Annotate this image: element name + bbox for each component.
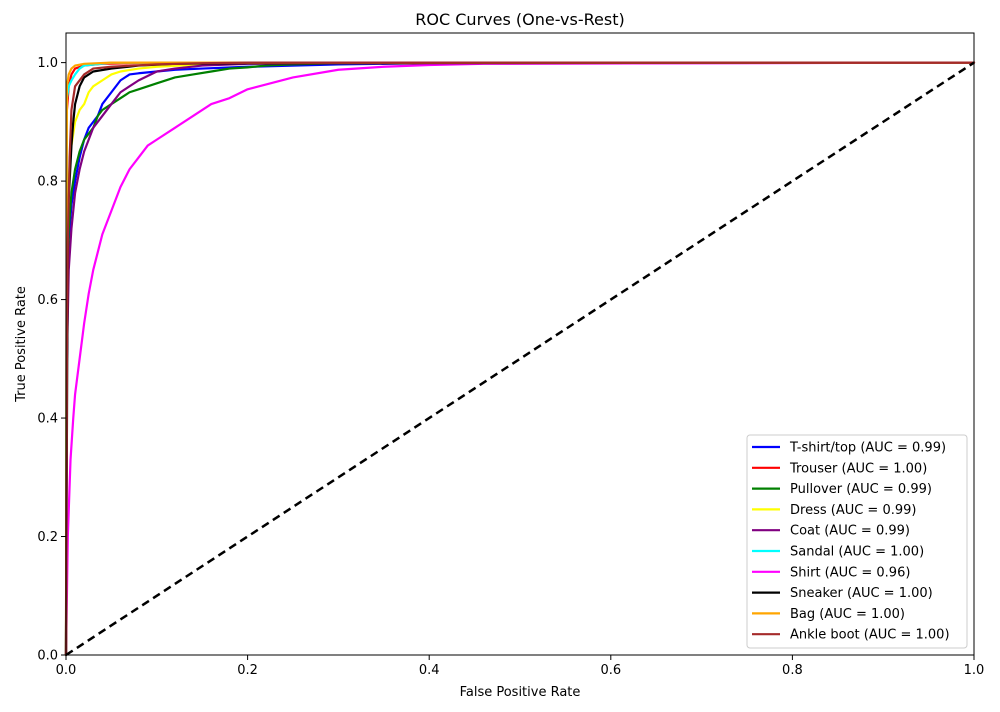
legend-box [746,434,968,649]
plot-frame [65,32,975,656]
legend-label-0: T-shirt/top (AUC = 0.99) [789,441,946,456]
legend-label-3: Dress (AUC = 0.99) [790,503,916,518]
legend-label-2: Pullover (AUC = 0.99) [790,482,932,497]
x-tick-label-3: 0.6 [600,663,621,678]
y-tick-label-3: 0.6 [37,293,58,308]
legend-label-7: Sneaker (AUC = 1.00) [790,586,933,601]
x-axis-ticks: 0.0 0.2 0.4 0.6 0.8 1.0 [56,655,985,678]
x-axis-label: False Positive Rate [460,685,581,700]
series-line-4 [64,61,976,657]
chart-title: ROC Curves (One-vs-Rest) [415,10,624,29]
series-line-9 [64,61,976,657]
legend-label-9: Ankle boot (AUC = 1.00) [790,628,950,643]
x-tick-label-0: 0.0 [56,663,77,678]
legend-items: T-shirt/top (AUC = 0.99) Trouser (AUC = 1… [752,441,950,643]
series-layer [64,61,976,657]
x-tick-label-5: 1.0 [964,663,985,678]
legend-label-6: Shirt (AUC = 0.96) [790,565,910,580]
y-axis-ticks: 0.0 0.2 0.4 0.6 0.8 1.0 [37,56,66,664]
y-tick-label-1: 0.2 [37,530,58,545]
legend: T-shirt/top (AUC = 0.99) Trouser (AUC = 1… [746,434,968,649]
legend-label-1: Trouser (AUC = 1.00) [789,461,927,476]
legend-label-8: Bag (AUC = 1.00) [790,607,905,622]
x-tick-label-2: 0.4 [419,663,440,678]
series-line-0 [64,61,976,657]
series-line-6 [64,61,976,657]
y-tick-label-4: 0.8 [37,175,58,190]
legend-label-5: Sandal (AUC = 1.00) [790,545,924,560]
series-line-2 [64,61,976,657]
y-tick-label-0: 0.0 [37,649,58,664]
series-line-8 [64,61,976,657]
y-tick-label-2: 0.4 [37,412,58,427]
x-tick-label-1: 0.2 [237,663,258,678]
legend-label-4: Coat (AUC = 0.99) [790,524,910,539]
reference-diagonal [65,61,975,657]
y-axis-label: True Positive Rate [14,286,29,403]
x-tick-label-4: 0.8 [782,663,803,678]
y-tick-label-5: 1.0 [37,56,58,71]
